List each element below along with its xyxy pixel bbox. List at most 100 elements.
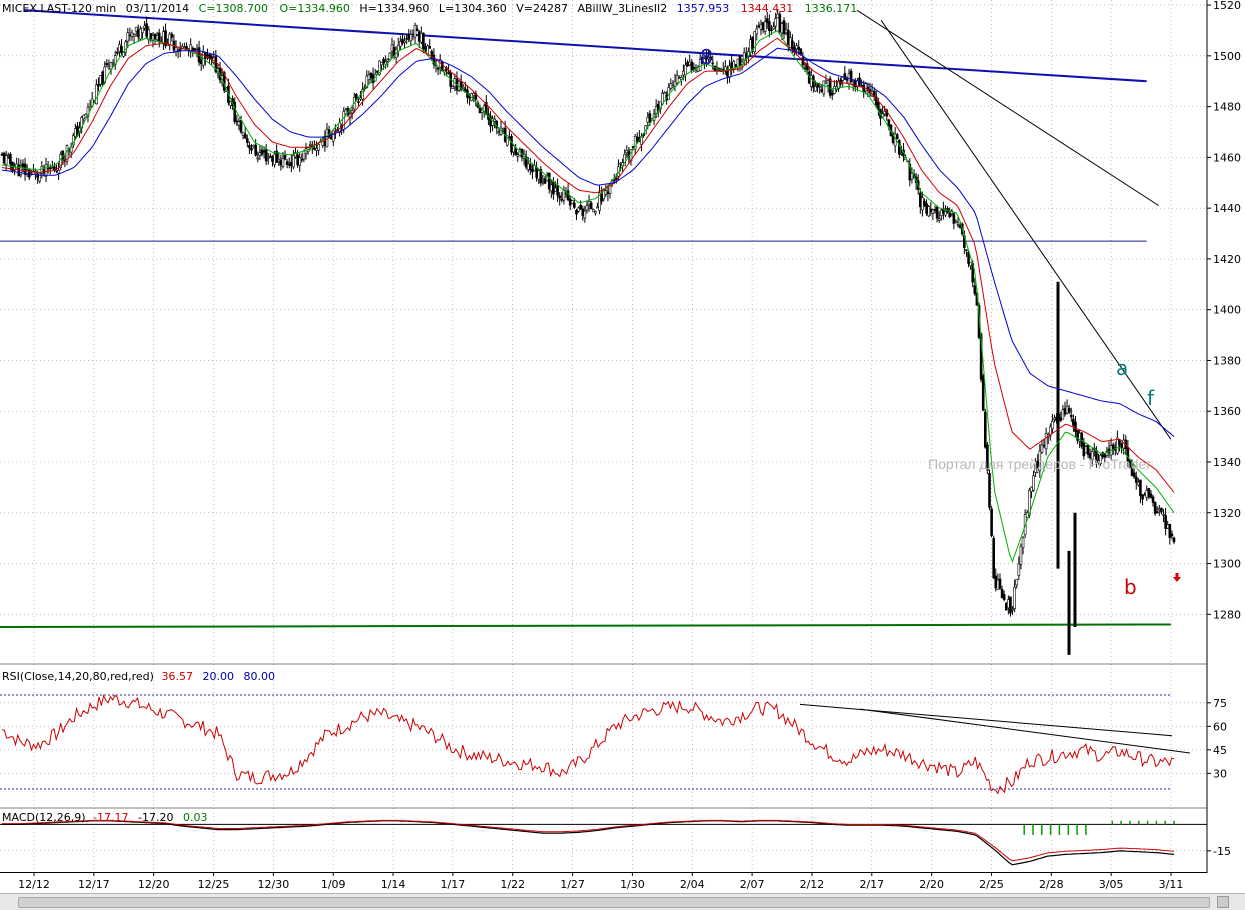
candle-body: [1007, 599, 1010, 609]
candle-body: [646, 116, 650, 123]
candle-body: [596, 206, 599, 209]
candle-body: [111, 62, 115, 65]
macd-panel: [0, 807, 1207, 866]
candle-body: [130, 32, 134, 37]
rsi-panel: [0, 663, 1207, 795]
candle-body: [910, 172, 914, 180]
candle-body: [426, 45, 429, 55]
candle-body: [631, 146, 635, 148]
candle-body: [262, 150, 266, 153]
candle-body: [1021, 537, 1025, 548]
candle-body: [430, 51, 434, 59]
candle-body: [302, 150, 306, 160]
candle-body: [589, 202, 593, 210]
candle-body: [1044, 433, 1048, 450]
candle-body: [260, 149, 264, 155]
price-tick-label: 1520: [1213, 0, 1241, 12]
grid: [0, 0, 1207, 872]
candle-body: [405, 38, 408, 40]
candle-body: [243, 133, 247, 139]
candle-body: [686, 61, 689, 67]
candle-body: [447, 71, 450, 75]
candle-body: [877, 102, 880, 110]
price-tick-label: 1400: [1213, 304, 1241, 317]
horizontal-scrollbar[interactable]: [0, 893, 1245, 910]
candle-body: [969, 262, 972, 266]
candle-body: [535, 167, 538, 178]
candle-body: [459, 81, 463, 90]
candle-body: [350, 110, 354, 114]
candle-body: [264, 149, 268, 162]
candle-body: [420, 32, 423, 43]
scrollbar-thumb[interactable]: [18, 897, 1210, 908]
candle-body: [543, 178, 547, 184]
candle-body: [428, 46, 432, 49]
price-tick-label: 1500: [1213, 50, 1241, 63]
candle-body: [539, 169, 543, 184]
candle-body: [591, 209, 595, 213]
price-tick-label: 1280: [1213, 608, 1241, 621]
rsi-header: RSI(Close,14,20,80,red,red) 36.57 20.00 …: [2, 670, 275, 683]
candle-body: [126, 32, 130, 42]
candle-body: [229, 101, 232, 106]
rsi-high-level: 80.00: [243, 670, 275, 683]
candle-body: [1130, 463, 1134, 477]
candle-body: [235, 120, 239, 123]
candle-body: [436, 67, 440, 70]
candle-body: [579, 204, 582, 210]
candle-body: [552, 181, 555, 195]
candle-body: [1170, 533, 1174, 537]
candle-body: [443, 69, 446, 73]
time-tick-label: 1/14: [381, 878, 406, 891]
time-tick-label: 1/30: [620, 878, 645, 891]
candle-body: [900, 153, 903, 155]
candle-body: [782, 20, 786, 35]
price-tick-label: 1480: [1213, 101, 1241, 114]
header-open: O=1334.960: [280, 2, 350, 15]
time-tick-label: 2/12: [800, 878, 825, 891]
time-tick-label: 1/22: [500, 878, 525, 891]
candle-body: [956, 224, 960, 226]
candle-body: [682, 70, 685, 76]
macd-value-3: 0.03: [183, 811, 208, 824]
candle-body: [266, 156, 270, 159]
candle-body: [824, 81, 828, 84]
candle-body: [101, 71, 104, 86]
candle-body: [763, 21, 767, 32]
candle-body: [898, 140, 901, 155]
candle-body: [690, 61, 694, 71]
candle-body: [1015, 578, 1019, 586]
candle-body: [359, 97, 362, 100]
candle-body: [254, 144, 257, 156]
candle-body: [275, 150, 278, 163]
candle-body: [789, 37, 792, 48]
candle-body: [1063, 408, 1067, 415]
candle-body: [132, 34, 136, 37]
candle-body: [1086, 445, 1090, 455]
candle-body: [803, 66, 807, 69]
candle-body: [615, 177, 618, 180]
candle-body: [933, 209, 937, 211]
candle-body: [952, 213, 956, 224]
candle-body: [849, 70, 853, 82]
candle-body: [633, 135, 637, 150]
price-tick-label: 1340: [1213, 456, 1241, 469]
header-close: C=1308.700: [199, 2, 268, 15]
macd-value-2: -17.20: [138, 811, 173, 824]
rsi-tick-label: 45: [1213, 744, 1227, 757]
scroll-right-button[interactable]: [1217, 896, 1229, 908]
candle-body: [1164, 515, 1167, 529]
candle-body: [923, 200, 926, 207]
rsi-tick-label: 60: [1213, 720, 1227, 733]
candle-body: [82, 114, 86, 120]
candle-body: [895, 134, 899, 140]
candle-body: [1141, 494, 1144, 500]
candle-body: [411, 34, 415, 37]
candle-body: [116, 51, 119, 54]
candle-body: [145, 23, 148, 37]
candle-body: [675, 75, 679, 84]
candle-body: [390, 44, 394, 52]
candle-body: [818, 85, 821, 88]
candle-body: [51, 167, 54, 170]
candle-body: [1038, 450, 1042, 472]
